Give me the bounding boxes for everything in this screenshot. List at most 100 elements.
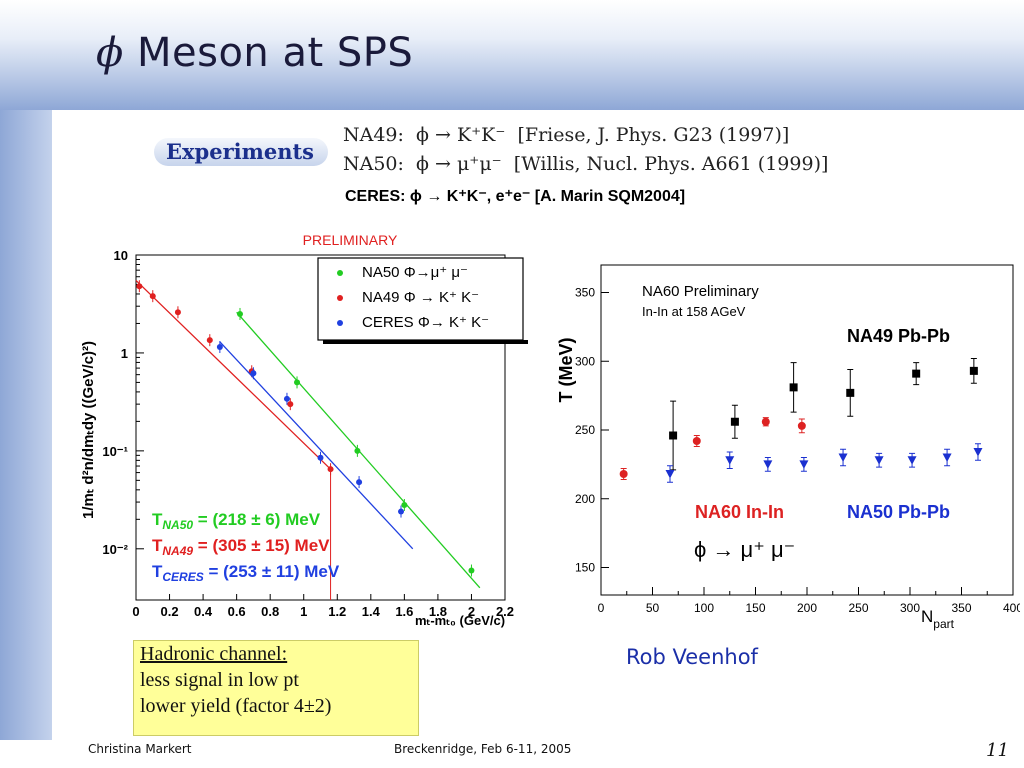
right-series-label-na49: NA49 Pb-Pb xyxy=(847,326,950,346)
title-text: Meson at SPS xyxy=(136,30,414,76)
left-x-tick-label: 0.2 xyxy=(161,604,179,619)
left-x-tick-label: 1.6 xyxy=(395,604,413,619)
right-data-point xyxy=(799,460,809,469)
right-y-tick-label: 300 xyxy=(575,354,595,368)
left-data-point xyxy=(468,567,475,574)
right-data-point xyxy=(973,448,983,457)
right-data-point xyxy=(942,453,952,462)
right-x-tick-label: 350 xyxy=(951,601,971,615)
right-data-point xyxy=(761,417,770,426)
right-data-point xyxy=(797,421,806,430)
left-fit-annotation: TNA50 = (218 ± 6) MeV xyxy=(152,510,321,532)
slide-title: ϕ Meson at SPS xyxy=(96,30,413,76)
right-y-tick-label: 250 xyxy=(575,423,595,437)
left-y-tick-label: 10⁻¹ xyxy=(102,444,128,459)
left-legend-shadow xyxy=(323,340,528,344)
left-data-point xyxy=(136,283,143,290)
header-band xyxy=(0,0,1024,110)
left-x-tick-label: 1 xyxy=(300,604,307,619)
left-data-point xyxy=(236,310,243,317)
right-data-point xyxy=(665,470,675,479)
left-x-tick-label: 1.8 xyxy=(429,604,447,619)
left-legend-label: NA50 Φ→μ⁺ μ⁻ xyxy=(362,264,468,281)
right-x-tick-label: 50 xyxy=(646,601,660,615)
right-data-point xyxy=(838,453,848,462)
left-fit-annotation: TNA49 = (305 ± 15) MeV xyxy=(152,536,330,558)
left-data-point xyxy=(216,343,223,350)
right-data-point xyxy=(692,437,701,445)
left-x-tick-label: 0.6 xyxy=(228,604,246,619)
right-data-point xyxy=(619,470,628,478)
left-x-tick-label: 1.2 xyxy=(328,604,346,619)
right-x-tick-label: 150 xyxy=(745,601,765,615)
left-data-point xyxy=(174,309,181,316)
left-data-point xyxy=(398,508,405,515)
right-chart-subtitle: In-In at 158 AGeV xyxy=(642,304,746,319)
right-decay-label: ϕ → μ⁺ μ⁻ xyxy=(694,537,795,562)
right-data-point xyxy=(669,431,678,440)
left-y-axis-label: 1/mₜ d²n/dmₜdy ((GeV/c)²) xyxy=(80,341,97,519)
right-data-point xyxy=(846,388,855,397)
left-x-axis-label: mₜ-mₜ₀ (GeV/c) xyxy=(415,613,505,628)
left-legend-marker xyxy=(337,295,343,301)
left-y-tick-label: 1 xyxy=(121,346,128,361)
right-series-label-na50: NA50 Pb-Pb xyxy=(847,502,950,522)
left-data-point xyxy=(354,447,361,454)
left-data-point xyxy=(356,479,363,486)
left-data-point xyxy=(283,395,290,402)
right-data-point xyxy=(907,456,917,465)
right-y-tick-label: 350 xyxy=(575,286,595,300)
left-legend-marker xyxy=(337,320,343,326)
left-x-tick-label: 0 xyxy=(132,604,139,619)
left-x-tick-label: 2.2 xyxy=(496,604,514,619)
footer-author: Christina Markert xyxy=(88,742,192,756)
right-data-point xyxy=(763,460,773,469)
right-x-tick-label: 300 xyxy=(900,601,920,615)
right-data-point xyxy=(912,369,921,378)
footer-event: Breckenridge, Feb 6-11, 2005 xyxy=(394,742,572,756)
left-spectra-chart: 0 0.2 0.4 0.6 0.8 1 1.2 1.4 1.6 1.8 2 2.2 10 1 10⁻¹ 10⁻… xyxy=(80,232,528,628)
right-data-point xyxy=(789,383,798,392)
note-line-2: less signal in low pt xyxy=(140,669,299,691)
na49-reference: NA49: ϕ → K⁺K⁻ [Friese, J. Phys. G23 (19… xyxy=(343,124,790,146)
right-x-tick-label: 200 xyxy=(797,601,817,615)
right-y-tick-label: 150 xyxy=(575,561,595,575)
left-fit-annotation: TCERES = (253 ± 11) MeV xyxy=(152,562,340,584)
credit-text: Rob Veenhof xyxy=(626,645,758,669)
left-data-point xyxy=(287,401,294,408)
left-x-tick-label: 0.8 xyxy=(261,604,279,619)
left-x-tick-label: 2 xyxy=(468,604,475,619)
right-data-point xyxy=(730,417,739,426)
left-data-point xyxy=(401,502,408,509)
right-x-tick-label: 0 xyxy=(598,601,605,615)
experiments-label: Experiments xyxy=(166,139,314,164)
right-series-label-na60: NA60 In-In xyxy=(695,502,784,522)
note-line-1: Hadronic channel: xyxy=(140,643,288,665)
experiments-badge xyxy=(154,138,328,166)
right-x-axis-label: Npart xyxy=(921,607,955,631)
right-y-tick-label: 200 xyxy=(575,492,595,506)
left-legend-label: CERES Φ→ K⁺ K⁻ xyxy=(362,314,489,331)
left-y-tick-label: 10 xyxy=(114,248,128,263)
left-legend-marker xyxy=(337,270,343,276)
left-data-point xyxy=(294,379,301,386)
right-x-tick-label: 250 xyxy=(848,601,868,615)
ceres-reference: CERES: ϕ → K⁺K⁻, e⁺e⁻ [A. Marin SQM2004] xyxy=(345,188,686,205)
note-box: Hadronic channel: less signal in low pt … xyxy=(133,640,419,736)
right-chart-frame xyxy=(600,264,1014,596)
left-fit-line xyxy=(135,279,332,470)
right-x-tick-label: 100 xyxy=(694,601,714,615)
left-x-tick-label: 1.4 xyxy=(362,604,381,619)
note-line-3: lower yield (factor 4±2) xyxy=(140,695,332,717)
left-side-band xyxy=(0,110,52,740)
left-y-tick-label: 10⁻² xyxy=(102,542,128,557)
left-chart-title: PRELIMINARY xyxy=(303,232,398,248)
right-data-point xyxy=(969,366,978,375)
left-data-point xyxy=(317,454,324,461)
right-y-axis-label: T (MeV) xyxy=(556,337,576,402)
left-data-point xyxy=(206,337,213,344)
right-x-tick-label: 400 xyxy=(1003,601,1020,615)
left-fit-line xyxy=(219,341,414,550)
right-chart-title: NA60 Preliminary xyxy=(642,283,759,300)
